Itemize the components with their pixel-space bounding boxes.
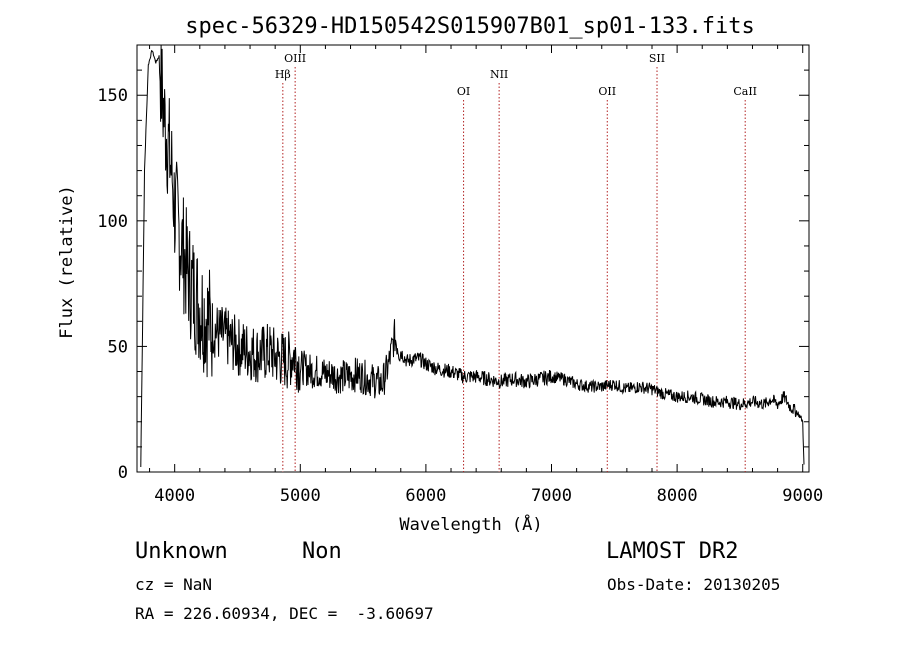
- plot-frame: [136, 44, 810, 473]
- y-tick-label: 50: [108, 337, 128, 357]
- plot-area: Hβ OIII OI NII OII SII CaII 4000 5000 6000 7000 80…: [97, 44, 823, 506]
- coordinates: RA = 226.60934, DEC = -3.60697: [135, 604, 434, 623]
- x-tick-label: 5000: [280, 486, 321, 506]
- spectral-line-label: Hβ: [275, 68, 291, 81]
- spectral-line-label: OI: [457, 85, 470, 98]
- observation-date: Obs-Date: 20130205: [607, 575, 781, 594]
- x-tick-label: 8000: [657, 486, 698, 506]
- x-tick-label: 4000: [154, 486, 195, 506]
- x-axis-label: Wavelength (Å): [399, 513, 542, 535]
- object-subclass: Non: [302, 539, 342, 564]
- spectral-line-label: SII: [649, 52, 665, 65]
- y-tick-label: 0: [118, 463, 128, 483]
- spectral-line-label: OII: [598, 85, 616, 98]
- y-tick-label: 100: [97, 212, 128, 232]
- x-tick-label: 9000: [782, 486, 823, 506]
- chart-title: spec-56329-HD150542S015907B01_sp01-133.f…: [185, 14, 755, 39]
- y-axis-ticks: 0 50 100 150: [97, 69, 809, 483]
- spectrum-line: [140, 44, 805, 468]
- spectral-lines: Hβ OIII OI NII OII SII CaII: [275, 52, 757, 472]
- spectral-line-label: OIII: [284, 52, 306, 65]
- object-class: Unknown: [135, 539, 228, 564]
- x-axis-ticks: 4000 5000 6000 7000 8000 9000: [149, 45, 823, 506]
- y-axis-label: Flux (relative): [57, 185, 77, 339]
- x-tick-label: 6000: [405, 486, 446, 506]
- spectral-line-label: CaII: [733, 85, 757, 98]
- redshift-cz: cz = NaN: [135, 575, 213, 594]
- y-tick-label: 150: [97, 86, 128, 106]
- survey-name: LAMOST DR2: [606, 539, 739, 564]
- x-tick-label: 7000: [531, 486, 572, 506]
- spectral-line-label: NII: [490, 68, 508, 81]
